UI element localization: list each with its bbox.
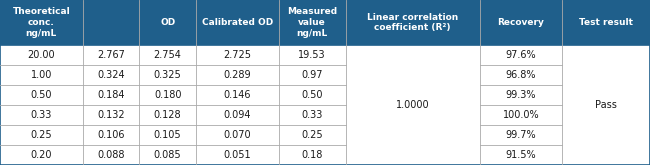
Text: 0.25: 0.25 [302, 130, 323, 140]
Text: 0.20: 0.20 [31, 150, 52, 160]
Text: 0.070: 0.070 [224, 130, 251, 140]
Text: Measured
value
ng/mL: Measured value ng/mL [287, 7, 337, 38]
Bar [0, 45, 650, 165]
Text: 0.33: 0.33 [31, 110, 52, 120]
Bar [0, 0, 650, 45]
Text: 0.128: 0.128 [154, 110, 181, 120]
Text: 0.325: 0.325 [154, 70, 181, 80]
Text: 19.53: 19.53 [298, 50, 326, 60]
Text: 96.8%: 96.8% [506, 70, 536, 80]
Text: Theoretical
conc.
ng/mL: Theoretical conc. ng/mL [12, 7, 70, 38]
Text: Linear correlation
coefficient (R²): Linear correlation coefficient (R²) [367, 13, 458, 32]
Text: 0.97: 0.97 [302, 70, 323, 80]
Text: 91.5%: 91.5% [506, 150, 536, 160]
Text: 0.132: 0.132 [97, 110, 125, 120]
Text: 1.00: 1.00 [31, 70, 52, 80]
Text: 0.106: 0.106 [97, 130, 125, 140]
Text: 20.00: 20.00 [27, 50, 55, 60]
Text: OD: OD [160, 18, 176, 27]
Text: 0.324: 0.324 [97, 70, 125, 80]
Text: 99.3%: 99.3% [506, 90, 536, 100]
Text: Calibrated OD: Calibrated OD [202, 18, 273, 27]
Text: 2.754: 2.754 [153, 50, 181, 60]
Text: 2.725: 2.725 [224, 50, 252, 60]
Text: 0.146: 0.146 [224, 90, 251, 100]
Text: 0.289: 0.289 [224, 70, 251, 80]
Text: 99.7%: 99.7% [506, 130, 536, 140]
Text: 100.0%: 100.0% [502, 110, 540, 120]
Text: 0.50: 0.50 [31, 90, 52, 100]
Text: 0.184: 0.184 [97, 90, 125, 100]
Text: 0.25: 0.25 [31, 130, 52, 140]
Text: 0.085: 0.085 [154, 150, 181, 160]
Text: 0.33: 0.33 [302, 110, 323, 120]
Text: 0.50: 0.50 [302, 90, 323, 100]
Text: 1.0000: 1.0000 [396, 100, 430, 110]
Text: Test result: Test result [579, 18, 633, 27]
Text: 2.767: 2.767 [97, 50, 125, 60]
Text: 0.180: 0.180 [154, 90, 181, 100]
Text: 0.088: 0.088 [97, 150, 125, 160]
Text: Recovery: Recovery [498, 18, 545, 27]
Text: 0.18: 0.18 [302, 150, 323, 160]
Text: 0.094: 0.094 [224, 110, 251, 120]
Text: 97.6%: 97.6% [506, 50, 536, 60]
Text: 0.051: 0.051 [224, 150, 251, 160]
Text: Pass: Pass [595, 100, 617, 110]
Text: 0.105: 0.105 [154, 130, 181, 140]
